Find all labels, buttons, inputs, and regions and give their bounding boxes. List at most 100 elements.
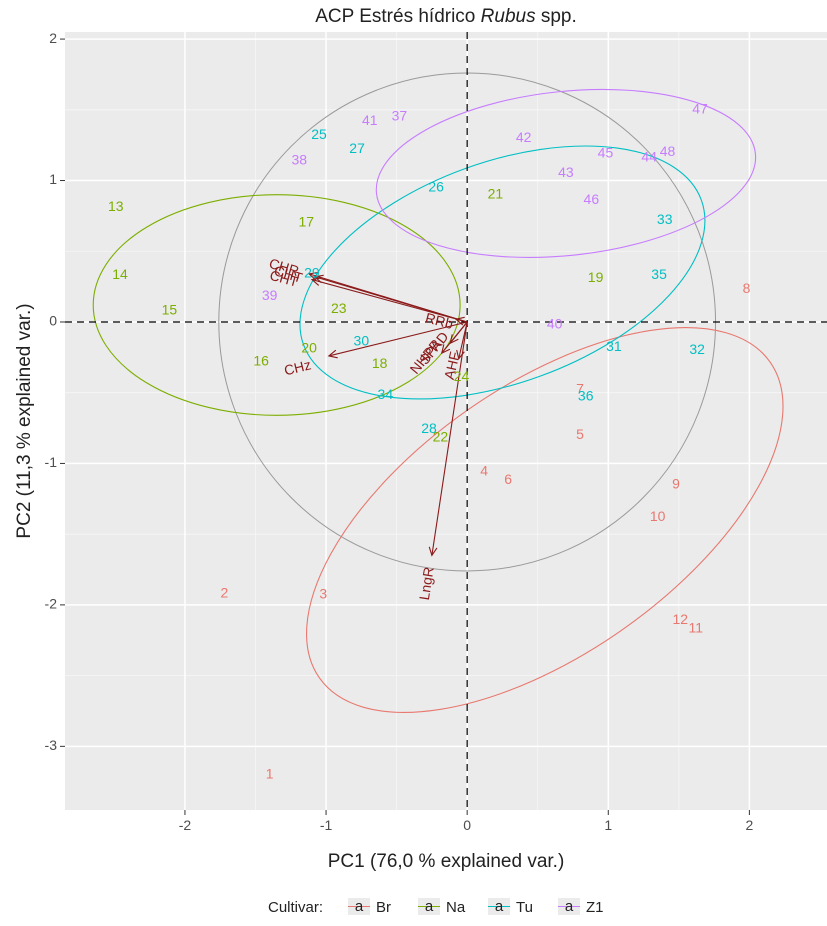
point-label: 19 (588, 269, 604, 285)
point-label: 43 (558, 164, 574, 180)
legend-glyph-tu: a (495, 898, 504, 915)
point-label: 42 (516, 129, 532, 145)
point-label: 10 (650, 508, 666, 524)
point-label: 14 (112, 266, 128, 282)
variable-label: AHF (441, 350, 463, 381)
legend-glyph-br: a (355, 898, 364, 915)
y-tick-label: -2 (45, 596, 58, 612)
legend-label-z1: Z1 (586, 899, 604, 916)
point-label: 29 (304, 265, 320, 281)
legend-label-br: Br (376, 899, 391, 916)
point-label: 45 (598, 144, 614, 160)
y-tick-label: -1 (45, 454, 58, 470)
point-label: 33 (657, 211, 673, 227)
point-label: 6 (504, 471, 512, 487)
reference-lines (65, 32, 827, 810)
point-label: 31 (606, 338, 622, 354)
svg-text:ACP Estrés hídrico Rubus spp.: ACP Estrés hídrico Rubus spp. (315, 6, 577, 27)
point-label: 47 (692, 101, 708, 117)
group-ellipses (92, 88, 784, 713)
x-tick-label: 2 (745, 817, 753, 833)
ellipse-tu (299, 145, 706, 400)
point-label: 28 (421, 420, 437, 436)
title-prefix: ACP Estrés hídrico (315, 6, 480, 27)
point-label: 12 (672, 611, 688, 627)
point-label: 34 (378, 386, 394, 402)
point-label: 8 (743, 280, 751, 296)
arrowhead-cht (313, 274, 324, 284)
variable-label: LngR (416, 566, 437, 601)
variable-label: CHT (272, 262, 305, 286)
point-label: 21 (488, 185, 504, 201)
legend: Cultivar: a Br a Na a Tu a Z1 (268, 898, 604, 916)
legend-title: Cultivar: (268, 899, 323, 916)
title-italic: Rubus (481, 6, 536, 27)
point-label: 46 (584, 191, 600, 207)
ellipse-z1 (375, 88, 757, 258)
arrow-cht (311, 279, 468, 323)
x-tick-label: -2 (179, 817, 192, 833)
point-label: 1 (266, 765, 274, 781)
point-label: 7 (576, 381, 584, 397)
arrow-chz (328, 321, 468, 357)
arrowhead-rrb (454, 316, 465, 326)
x-tick-label: 0 (463, 817, 471, 833)
arrow-rrb (455, 318, 468, 323)
variable-label: CHz (282, 356, 312, 378)
y-axis-title: PC2 (11,3 % explained var.) (14, 303, 35, 538)
variable-label: CHT (268, 267, 300, 290)
point-label: 9 (672, 475, 680, 491)
point-label: 41 (362, 112, 378, 128)
point-label: 48 (660, 143, 676, 159)
arrowhead-chz (327, 349, 338, 359)
x-tick-label: -1 (320, 817, 333, 833)
point-label: 44 (641, 149, 657, 165)
arrow-lngr (431, 321, 468, 556)
arrowhead-spad (449, 334, 459, 345)
arrow-cht (314, 276, 468, 323)
point-label: 32 (689, 341, 705, 357)
point-label: 27 (349, 140, 365, 156)
point-label: 38 (291, 151, 307, 167)
point-label: 17 (299, 214, 315, 230)
arrowhead-chr (307, 271, 319, 281)
y-tick-label: 0 (49, 313, 57, 329)
point-label: 16 (253, 352, 269, 368)
point-label: 36 (578, 388, 594, 404)
title-suffix: spp. (536, 6, 577, 27)
point-label: 15 (162, 301, 178, 317)
point-label: 37 (392, 108, 408, 124)
point-label: 3 (319, 586, 327, 602)
point-label: 5 (576, 426, 584, 442)
point-label: 13 (108, 198, 124, 214)
arrow-spad (449, 321, 468, 344)
y-tick-label: -3 (45, 737, 58, 753)
point-label: 26 (428, 178, 444, 194)
arrowhead-nhpr (440, 344, 451, 355)
ellipse-na (92, 194, 461, 416)
legend-label-na: Na (446, 899, 466, 916)
point-label: 20 (301, 340, 317, 356)
arrowhead-lngr (428, 546, 438, 557)
x-tick-label: 1 (604, 817, 612, 833)
legend-glyph-z1: a (565, 898, 574, 915)
legend-label-tu: Tu (516, 899, 533, 916)
point-label: 24 (454, 368, 470, 384)
y-tick-label: 1 (49, 171, 57, 187)
point-label: 11 (688, 620, 703, 636)
observation-labels: 12 34567891011121314151617181920212223242… (108, 101, 751, 782)
y-tick-label: 2 (49, 30, 57, 46)
variable-label: RRb (424, 310, 455, 332)
chart-title: ACP Estrés hídrico Rubus spp. (315, 6, 577, 27)
point-label: 25 (311, 126, 327, 142)
point-label: 35 (651, 266, 667, 282)
point-label: 39 (262, 287, 278, 303)
point-label: 22 (433, 429, 449, 445)
legend-glyph-na: a (425, 898, 434, 915)
arrowhead-cht (310, 277, 321, 286)
point-label: 30 (354, 332, 370, 348)
x-axis-title: PC1 (76,0 % explained var.) (328, 851, 565, 872)
point-label: 23 (331, 300, 347, 316)
